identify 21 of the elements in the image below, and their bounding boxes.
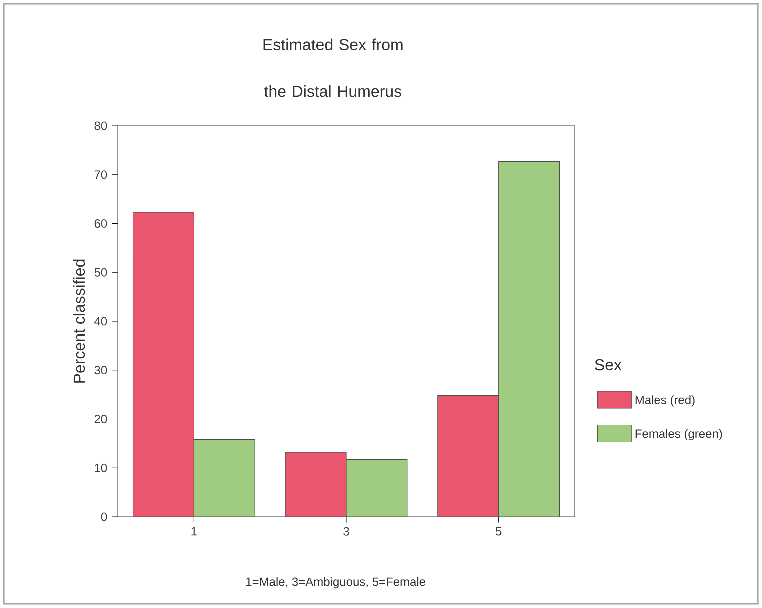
y-tick-label: 50 [94,268,108,277]
y-tick-label: 10 [95,464,108,472]
legend-label: Males (red) [636,396,695,407]
y-tick-label: 30 [94,366,108,375]
y-axis-title: Percent classified [73,260,86,383]
y-tick-label: 60 [94,219,108,228]
bar [346,460,408,517]
y-tick-label: 70 [94,170,108,180]
legend-title: Sex [595,359,622,371]
y-tick-label: 80 [94,122,108,130]
y-tick-label: 40 [94,317,108,326]
x-tick-label: 1 [192,527,197,536]
bar [194,440,256,517]
text: 1=Male, 3=Ambiguous, 5=Female [246,577,426,589]
legend-label: Females (green) [636,429,722,441]
y-tick-label: 20 [94,414,108,424]
chart-title: Estimated Sex from the Distal Humerus [264,38,403,98]
x-tick-label: 5 [496,527,502,536]
bar [498,161,560,517]
x-tick-label: 3 [344,527,350,536]
y-tick-label: 0 [101,512,108,522]
